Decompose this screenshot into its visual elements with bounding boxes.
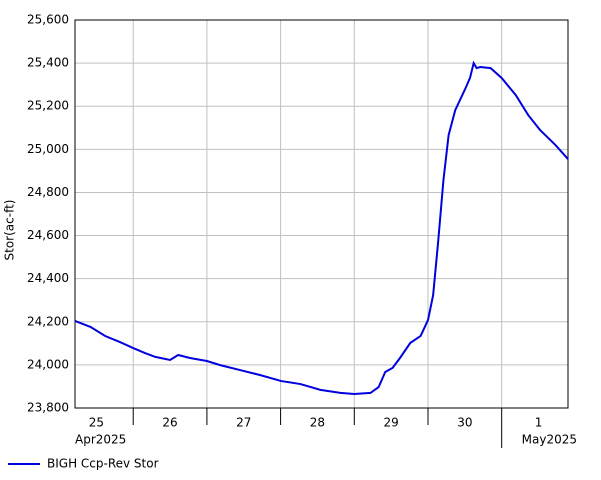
data-line bbox=[74, 60, 569, 395]
plot-frame bbox=[74, 19, 569, 409]
x-tick-label: 26 bbox=[162, 416, 177, 430]
y-tick-label: 24,600 bbox=[27, 228, 69, 242]
y-tick-label: 25,400 bbox=[27, 56, 69, 70]
y-tick-label: 25,000 bbox=[27, 142, 69, 156]
y-tick-label: 24,000 bbox=[27, 357, 69, 371]
y-tick-label: 25,200 bbox=[27, 99, 69, 113]
month-label: May2025 bbox=[522, 433, 577, 447]
y-tick-label: 24,200 bbox=[27, 314, 69, 328]
x-tick-label: 29 bbox=[383, 416, 398, 430]
y-tick-label: 23,800 bbox=[27, 401, 69, 415]
y-tick-label: 24,800 bbox=[27, 185, 69, 199]
x-tick-label: 25 bbox=[89, 416, 104, 430]
x-tick-label: 1 bbox=[535, 416, 543, 430]
month-label: Apr2025 bbox=[75, 433, 126, 447]
y-tick-label: 25,600 bbox=[27, 13, 69, 27]
x-tick-label: 30 bbox=[457, 416, 472, 430]
legend-label: BIGH Ccp-Rev Stor bbox=[47, 457, 159, 471]
y-tick-label: 24,400 bbox=[27, 271, 69, 285]
x-tick-label: 27 bbox=[236, 416, 251, 430]
y-axis-label: Stor(ac-ft) bbox=[3, 200, 17, 261]
x-tick-label: 28 bbox=[310, 416, 325, 430]
